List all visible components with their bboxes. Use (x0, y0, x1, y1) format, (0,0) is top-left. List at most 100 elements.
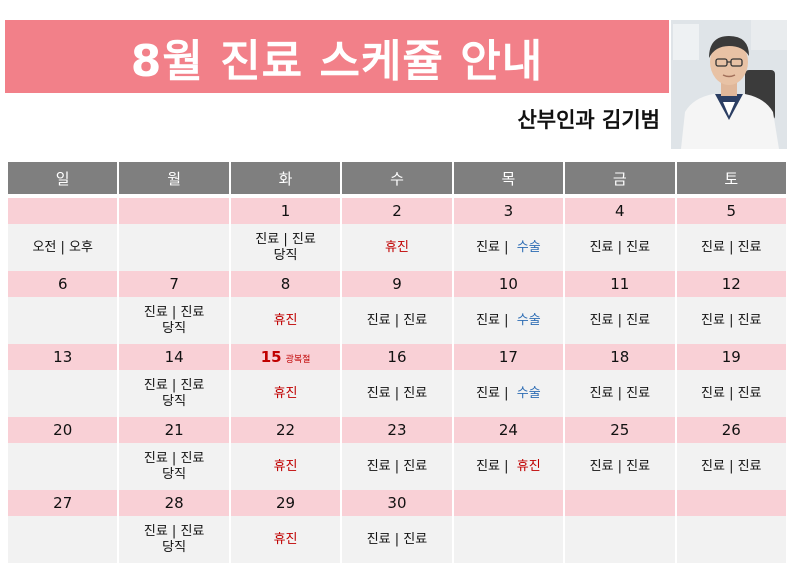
date-cell (563, 490, 677, 516)
schedule-text: 진료 | (476, 385, 509, 401)
closed-text: 휴진 (516, 458, 541, 474)
page-title: 8월 진료 스케쥴 안내 (130, 35, 544, 87)
date-cell: 23 (340, 417, 454, 443)
doctor-photo (671, 20, 787, 149)
schedule-cell: 진료 | 진료 (340, 297, 454, 344)
date-row: 6 7 8 9 10 11 12 (5, 271, 789, 297)
schedule-cell (5, 370, 120, 417)
schedule-cell: 진료 | 진료 당직 (117, 443, 231, 490)
schedule-label: 오전 | 오후 (32, 239, 93, 255)
doctor-name: 산부인과 김기범 (517, 108, 660, 132)
duty-text: 당직 (162, 539, 187, 555)
date-cell: 9 (340, 271, 454, 297)
date-cell: 17 (451, 344, 566, 370)
schedule-text: 진료 | 진료 (143, 523, 205, 539)
date-cell: 2 (340, 198, 454, 224)
schedule-cell: 진료 | 진료 (340, 516, 454, 563)
schedule-cell: 진료 | 진료 (674, 443, 789, 490)
schedule-text: 진료 | 진료 (143, 450, 205, 466)
schedule-cell: 진료 | 수술 (451, 297, 566, 344)
schedule-cell: 휴진 (228, 370, 343, 417)
date-cell (674, 490, 789, 516)
weekday-header-row: 일 월 화 수 목 금 토 (5, 162, 789, 194)
schedule-cell (5, 443, 120, 490)
schedule-cell: 진료 | 진료 (563, 370, 677, 417)
schedule-cell: 진료 | 수술 (451, 224, 566, 271)
schedule-cell (563, 516, 677, 563)
schedule-cell (117, 224, 231, 271)
schedule-cell: 진료 | 휴진 (451, 443, 566, 490)
schedule-cell: 진료 | 진료 (340, 443, 454, 490)
weekday-tue: 화 (228, 162, 343, 194)
schedule-cell: 오전 | 오후 (5, 224, 120, 271)
holiday-date: 15 (260, 348, 282, 366)
schedule-cell: 진료 | 진료 (563, 224, 677, 271)
schedule-cell: 진료 | 진료 당직 (117, 370, 231, 417)
date-row: 1 2 3 4 5 (5, 198, 789, 224)
schedule-cell: 휴진 (340, 224, 454, 271)
date-cell: 27 (5, 490, 120, 516)
schedule-text: 진료 | 진료 (143, 377, 205, 393)
date-cell: 22 (228, 417, 343, 443)
date-cell: 14 (117, 344, 231, 370)
schedule-cell (451, 516, 566, 563)
schedule-text: 진료 | (476, 458, 509, 474)
schedule-row: 진료 | 진료 당직 휴진 진료 | 진료 (5, 516, 789, 563)
schedule-cell: 휴진 (228, 516, 343, 563)
schedule-text: 진료 | 진료 (701, 458, 762, 474)
surgery-text: 수술 (516, 385, 541, 401)
duty-text: 당직 (162, 393, 187, 409)
weekday-wed: 수 (340, 162, 454, 194)
date-cell: 13 (5, 344, 120, 370)
schedule-cell: 진료 | 진료 당직 (117, 297, 231, 344)
date-cell: 12 (674, 271, 789, 297)
closed-text: 휴진 (273, 312, 298, 328)
weekday-fri: 금 (563, 162, 677, 194)
schedule-text: 진료 | 진료 (366, 531, 428, 547)
date-cell: 7 (117, 271, 231, 297)
schedule-cell: 진료 | 진료 (674, 370, 789, 417)
date-cell: 20 (5, 417, 120, 443)
schedule-cell: 휴진 (228, 297, 343, 344)
schedule-cell (674, 516, 789, 563)
schedule-text: 진료 | 진료 (701, 385, 762, 401)
weekday-sat: 토 (674, 162, 789, 194)
schedule-row: 오전 | 오후 진료 | 진료 당직 휴진 진료 | 수술 진료 | 진료 진료 … (5, 224, 789, 271)
schedule-cell: 휴진 (228, 443, 343, 490)
weekday-sun: 일 (5, 162, 120, 194)
date-row: 13 14 15 광복절 16 17 18 19 (5, 344, 789, 370)
closed-text: 휴진 (385, 239, 409, 255)
date-cell: 28 (117, 490, 231, 516)
schedule-text: 진료 | 진료 (143, 304, 205, 320)
schedule-row: 진료 | 진료 당직 휴진 진료 | 진료 진료 | 수술 진료 | 진료 진료 … (5, 297, 789, 344)
schedule-cell: 진료 | 진료 (563, 443, 677, 490)
date-cell: 1 (228, 198, 343, 224)
schedule-cell: 진료 | 진료 당직 (228, 224, 343, 271)
schedule-text: 진료 | 진료 (589, 458, 651, 474)
schedule-row: 진료 | 진료 당직 휴진 진료 | 진료 진료 | 휴진 진료 | 진료 진료 … (5, 443, 789, 490)
date-cell: 11 (563, 271, 677, 297)
duty-text: 당직 (162, 466, 187, 482)
date-row: 27 28 29 30 (5, 490, 789, 516)
closed-text: 휴진 (273, 385, 298, 401)
schedule-text: 진료 | 진료 (255, 231, 316, 247)
schedule-cell: 진료 | 진료 (340, 370, 454, 417)
closed-text: 휴진 (273, 458, 298, 474)
surgery-text: 수술 (516, 239, 541, 255)
schedule-text: 진료 | 진료 (701, 239, 762, 255)
title-banner: 8월 진료 스케쥴 안내 (5, 20, 669, 93)
holiday-date-cell: 15 광복절 (228, 344, 343, 370)
schedule-text: 진료 | 진료 (366, 458, 428, 474)
date-cell: 8 (228, 271, 343, 297)
schedule-text: 진료 | 진료 (589, 239, 651, 255)
date-cell: 26 (674, 417, 789, 443)
date-cell (5, 198, 120, 224)
date-cell: 21 (117, 417, 231, 443)
date-cell: 24 (451, 417, 566, 443)
surgery-text: 수술 (516, 312, 541, 328)
date-row: 20 21 22 23 24 25 26 (5, 417, 789, 443)
date-cell: 6 (5, 271, 120, 297)
schedule-row: 진료 | 진료 당직 휴진 진료 | 진료 진료 | 수술 진료 | 진료 진료 … (5, 370, 789, 417)
schedule-cell: 진료 | 수술 (451, 370, 566, 417)
date-cell: 5 (674, 198, 789, 224)
